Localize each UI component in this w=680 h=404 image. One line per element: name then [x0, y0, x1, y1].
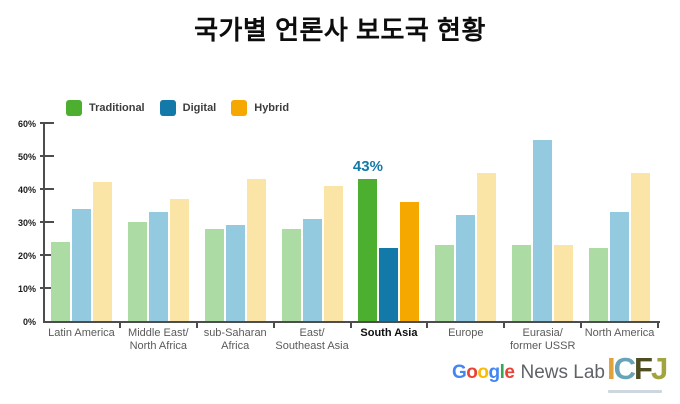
y-tick-label: 60% — [17, 119, 36, 129]
bar-group-middle-east-north-africa — [120, 123, 197, 321]
bar-hybrid — [92, 182, 112, 321]
bar-digital — [225, 225, 245, 321]
bar-traditional — [512, 245, 532, 321]
google-news-lab-logo: Google News Lab — [452, 362, 605, 384]
bar-group-latin-america — [43, 123, 120, 321]
x-axis-label-sub-saharan-africa: sub-Saharan Africa — [203, 327, 267, 352]
bar-traditional — [127, 222, 147, 321]
google-logo-letter: G — [452, 362, 467, 383]
bar-group-eurasia-former-ussr — [504, 123, 581, 321]
y-tick-mark — [40, 155, 54, 157]
bar-digital — [456, 215, 476, 321]
x-axis-label-north-america: North America — [584, 327, 655, 339]
legend-item-hybrid: Hybrid — [231, 100, 289, 116]
x-axis-label-east-southeast-asia: East/Southeast Asia — [275, 327, 349, 352]
google-logo-suffix: News Lab — [520, 362, 605, 383]
y-tick-mark — [40, 122, 54, 124]
icfj-tagline — [608, 390, 662, 393]
bar-digital — [533, 139, 553, 321]
chart-title: 국가별 언론사 보도국 현황 — [194, 15, 486, 45]
bar-hybrid — [246, 179, 266, 321]
google-logo-letter: g — [488, 362, 501, 383]
x-tick-mark — [349, 323, 352, 328]
bar-digital — [379, 248, 399, 321]
google-logo-letter: e — [504, 362, 515, 383]
bar-hybrid — [631, 172, 651, 321]
y-tick-label: 40% — [17, 185, 36, 195]
bar-hybrid — [400, 202, 420, 321]
legend-label-hybrid: Hybrid — [254, 102, 290, 114]
x-tick-mark — [118, 323, 121, 328]
x-tick-mark — [503, 323, 506, 328]
legend-swatch-digital — [159, 100, 176, 116]
y-tick-mark — [40, 254, 54, 256]
bar-group-sub-saharan-africa — [197, 123, 274, 321]
bar-hybrid — [169, 198, 189, 321]
x-tick-mark — [195, 323, 198, 328]
bar-traditional — [281, 228, 301, 321]
x-tick-mark — [580, 323, 583, 328]
x-tick-mark — [657, 323, 659, 328]
bar-group-south-asia: 43% — [351, 123, 428, 321]
y-axis-line — [43, 123, 45, 323]
y-tick-label: 0% — [22, 317, 36, 327]
legend: Traditional Digital Hybrid — [66, 100, 289, 116]
y-tick-mark — [40, 287, 54, 289]
legend-item-traditional: Traditional — [66, 100, 145, 116]
bar-group-north-america — [581, 123, 658, 321]
legend-swatch-traditional — [66, 100, 82, 116]
bar-digital — [148, 212, 168, 321]
x-axis-label-south-asia: South Asia — [360, 327, 418, 339]
x-axis-label-latin-america: Latin America — [48, 327, 115, 339]
legend-swatch-hybrid — [231, 100, 248, 116]
bar-value-annotation: 43% — [352, 158, 383, 176]
x-tick-mark — [272, 323, 275, 328]
y-tick-label: 20% — [17, 251, 36, 261]
icfj-logo-letter: I — [607, 351, 616, 386]
bar-traditional — [204, 228, 224, 321]
bar-hybrid — [554, 245, 574, 321]
icfj-logo-letter: J — [650, 351, 668, 386]
bar-digital — [71, 208, 91, 321]
y-tick-label: 50% — [17, 152, 36, 162]
google-logo-letter: o — [477, 362, 489, 383]
legend-item-digital: Digital — [159, 100, 217, 116]
google-logo-letter: o — [466, 362, 478, 383]
y-tick-mark — [40, 221, 54, 223]
y-tick-label: 30% — [17, 218, 36, 228]
icfj-logo: ICFJ — [607, 351, 668, 387]
x-tick-mark — [426, 323, 429, 328]
icfj-logo-letter: F — [634, 351, 653, 386]
x-axis-line — [43, 321, 660, 323]
y-tick-mark — [40, 188, 54, 190]
bar-traditional — [358, 179, 378, 321]
legend-label-traditional: Traditional — [89, 102, 145, 114]
x-axis-label-europe: Europe — [448, 327, 484, 339]
bar-digital — [302, 218, 322, 321]
x-axis-label-eurasia-former-ussr: Eurasia/former USSR — [509, 327, 576, 352]
bar-traditional — [50, 241, 70, 321]
x-axis-label-middle-east-north-africa: Middle East/North Africa — [128, 327, 189, 352]
bar-hybrid — [323, 185, 343, 321]
google-logo-letter: l — [499, 362, 505, 383]
bar-hybrid — [477, 172, 497, 321]
bar-group-east-southeast-asia — [274, 123, 351, 321]
bar-group-europe — [427, 123, 504, 321]
icfj-logo-letter: C — [613, 351, 636, 386]
legend-label-digital: Digital — [182, 102, 217, 114]
y-tick-label: 10% — [17, 284, 36, 294]
bar-traditional — [589, 248, 609, 321]
bar-traditional — [435, 245, 455, 321]
bar-digital — [610, 212, 630, 321]
